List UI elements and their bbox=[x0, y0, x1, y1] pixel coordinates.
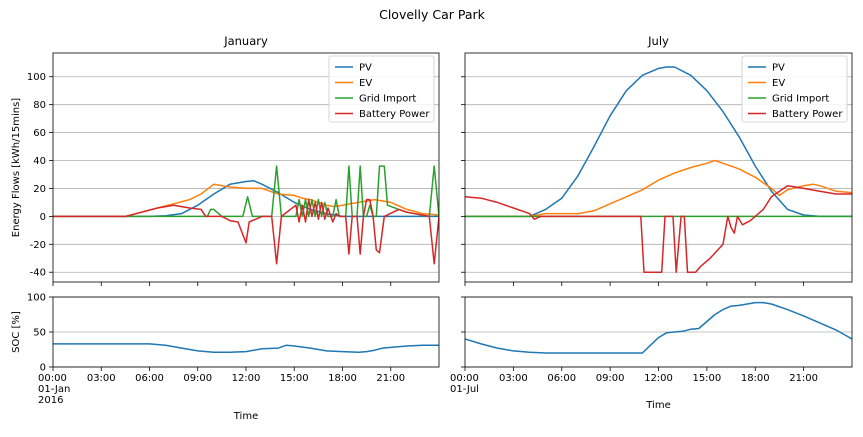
x-tick-label: 00:00 01-Jan 2016 bbox=[38, 373, 70, 406]
x-tick-label: 18:00 bbox=[328, 373, 357, 384]
series-line-pv bbox=[465, 66, 852, 218]
x-tick-label: 15:00 bbox=[280, 373, 309, 384]
x-axis-label: Time bbox=[645, 400, 670, 411]
y-tick-label: 20 bbox=[33, 184, 46, 195]
axes-frame bbox=[52, 52, 440, 283]
series-line-battery-power bbox=[465, 184, 852, 273]
y-tick-label: 40 bbox=[33, 156, 46, 167]
legend-label-grid-import: Grid Import bbox=[772, 94, 829, 105]
series-line-pv bbox=[53, 180, 439, 218]
x-tick-label: 09:00 bbox=[596, 373, 625, 384]
figure-title: Clovelly Car Park bbox=[379, 7, 486, 22]
legend-box bbox=[741, 55, 848, 123]
x-tick-label: 06:00 bbox=[135, 373, 164, 384]
legend-label-pv: PV bbox=[359, 63, 372, 74]
series-line-ev bbox=[465, 159, 852, 218]
y-tick-label: 100 bbox=[27, 72, 46, 83]
axes-frame bbox=[464, 296, 853, 368]
series-group bbox=[465, 301, 852, 354]
y-tick-label: 0 bbox=[40, 363, 46, 374]
x-tick-label: 09:00 bbox=[183, 373, 212, 384]
axes-frame bbox=[464, 52, 853, 283]
x-tick-label: 12:00 bbox=[232, 373, 261, 384]
legend-label-ev: EV bbox=[359, 78, 372, 89]
legend-box bbox=[328, 55, 435, 123]
x-tick-label: 15:00 bbox=[692, 373, 721, 384]
x-axis-label: Time bbox=[233, 411, 258, 422]
series-line-soc bbox=[53, 343, 439, 354]
legend-label-battery-power: Battery Power bbox=[359, 109, 430, 120]
axes-frame bbox=[52, 296, 440, 368]
y-tick-label: 80 bbox=[33, 100, 46, 111]
x-tick-label: 03:00 bbox=[499, 373, 528, 384]
x-tick-label: 18:00 bbox=[741, 373, 770, 384]
y-tick-label: 0 bbox=[40, 212, 46, 223]
series-line-grid-import bbox=[53, 165, 439, 218]
july-energy-panel: July PV EV Grid Import Battery Power bbox=[461, 34, 853, 286]
legend: PV EV Grid Import Battery Power bbox=[328, 55, 435, 123]
legend-label-battery-power: Battery Power bbox=[772, 109, 843, 120]
january-energy-panel: -40 -20 0 20 40 60 80 100 January Energy Flows [k… bbox=[11, 34, 440, 286]
series-group bbox=[53, 165, 439, 265]
legend-label-pv: PV bbox=[772, 63, 785, 74]
x-tick-label: 00:00 01-Jul bbox=[450, 373, 479, 395]
x-tick-label: 21:00 bbox=[789, 373, 818, 384]
y-tick-label: -20 bbox=[30, 240, 46, 251]
legend-label-ev: EV bbox=[772, 78, 785, 89]
legend-label-grid-import: Grid Import bbox=[359, 94, 416, 105]
y-tick-label: -40 bbox=[30, 268, 46, 279]
legend: PV EV Grid Import Battery Power bbox=[741, 55, 848, 123]
y-tick-label: 50 bbox=[33, 328, 46, 339]
x-tick-label: 06:00 bbox=[547, 373, 576, 384]
panel-title: July bbox=[647, 34, 669, 48]
x-tick-label: 21:00 bbox=[376, 373, 405, 384]
series-line-battery-power bbox=[53, 198, 439, 265]
series-group bbox=[53, 343, 439, 354]
x-tick-label: 03:00 bbox=[87, 373, 116, 384]
y-axis-label: SOC [%] bbox=[11, 311, 22, 353]
y-tick-label: 60 bbox=[33, 128, 46, 139]
y-axis-label: Energy Flows [kWh/15mins] bbox=[11, 98, 22, 237]
series-line-ev bbox=[53, 183, 439, 218]
panel-title: January bbox=[223, 34, 268, 48]
july-soc-panel: 00:00 01-Jul 03:00 06:00 09:00 12:00 15:00 18:0… bbox=[450, 296, 853, 411]
series-group bbox=[465, 66, 852, 273]
y-tick-label: 100 bbox=[27, 293, 46, 304]
january-soc-panel: 0 50 100 00:00 01-Jan 2016 03:00 06:00 09:00 12:0… bbox=[11, 293, 440, 422]
series-line-soc bbox=[465, 301, 852, 354]
x-tick-label: 12:00 bbox=[644, 373, 673, 384]
